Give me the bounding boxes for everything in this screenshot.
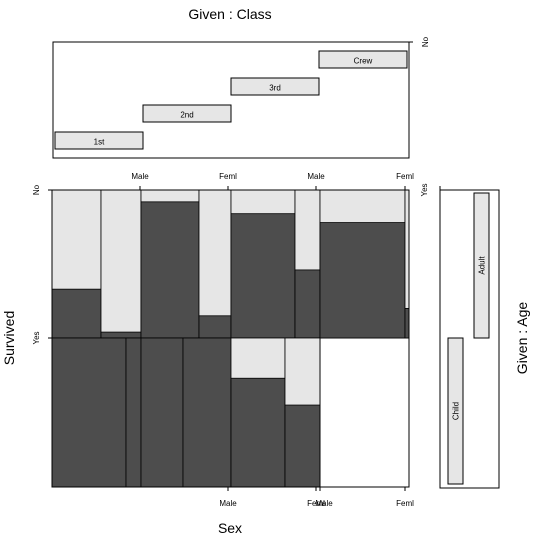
cell-adult-1st-female-no-light bbox=[100, 189, 142, 339]
y-axis-label: Survived bbox=[1, 311, 17, 365]
bottom-tick-label-1: Feml bbox=[307, 499, 325, 508]
cell-adult-1st-female-no-dark bbox=[100, 331, 142, 339]
top-tick-label-2: Male bbox=[307, 172, 325, 181]
age-bar-label-adult: Adult bbox=[478, 256, 487, 275]
age-panel: Child Adult Yes bbox=[420, 183, 500, 489]
bottom-tick-label-3: Feml bbox=[396, 499, 414, 508]
chart-title: Given : Class bbox=[188, 6, 271, 22]
chart-labels: Given : Class Sex Survived Given : Age bbox=[1, 6, 530, 536]
cell-adult-1st-male-no-dark bbox=[51, 288, 102, 339]
cell-child-3rd-female-yes-dark bbox=[284, 404, 321, 488]
class-bar-2nd bbox=[142, 104, 232, 123]
top-tick-label-1: Feml bbox=[219, 172, 237, 181]
cell-child-3rd-male-yes-dark bbox=[230, 377, 286, 488]
age-panel-frame bbox=[439, 189, 500, 489]
class-bar-label-crew: Crew bbox=[354, 57, 373, 66]
cell-adult-3rd-male-no-dark bbox=[230, 213, 296, 339]
bottom-tick-label-0: Male bbox=[219, 499, 237, 508]
top-tick-label-0: Male bbox=[131, 172, 149, 181]
cell-child-1st-male-yes-dark bbox=[51, 337, 127, 488]
class-bar-crew bbox=[318, 50, 408, 69]
left-tick-label-yes: Yes bbox=[32, 331, 41, 344]
age-bar-label-child: Child bbox=[452, 402, 461, 420]
class-panel-frame bbox=[52, 41, 410, 159]
age-bar-adult bbox=[473, 192, 490, 339]
age-axis-tick-label: Yes bbox=[420, 183, 429, 196]
cell-adult-crew-female-no-dark bbox=[404, 307, 410, 339]
cell-adult-3rd-female-no-dark bbox=[294, 269, 321, 339]
class-bar-label-1st: 1st bbox=[94, 138, 105, 147]
left-tick-label-no: No bbox=[32, 184, 41, 195]
class-bar-label-3rd: 3rd bbox=[269, 84, 281, 93]
cell-child-2nd-female-yes-dark bbox=[182, 337, 232, 488]
top-tick-label-3: Feml bbox=[396, 172, 414, 181]
cell-adult-2nd-male-no-dark bbox=[140, 201, 200, 339]
cell-adult-2nd-female-no-dark bbox=[198, 315, 232, 339]
class-bar-label-2nd: 2nd bbox=[180, 111, 193, 120]
class-bar-3rd bbox=[230, 77, 320, 96]
given-age-label: Given : Age bbox=[514, 302, 530, 375]
class-bar-1st bbox=[54, 131, 144, 150]
class-axis-tick-label: No bbox=[421, 36, 430, 47]
age-bar-child bbox=[447, 337, 464, 485]
bottom-tick-label-2: Male bbox=[315, 499, 333, 508]
cell-adult-crew-male-no-dark bbox=[319, 222, 406, 339]
x-axis-label: Sex bbox=[218, 520, 242, 536]
cell-child-2nd-male-yes-dark bbox=[140, 337, 184, 488]
mosaic-panel bbox=[51, 189, 410, 488]
class-panel: 1st 2nd 3rd Crew No bbox=[52, 36, 430, 159]
cell-child-1st-female-yes-dark bbox=[125, 337, 142, 488]
